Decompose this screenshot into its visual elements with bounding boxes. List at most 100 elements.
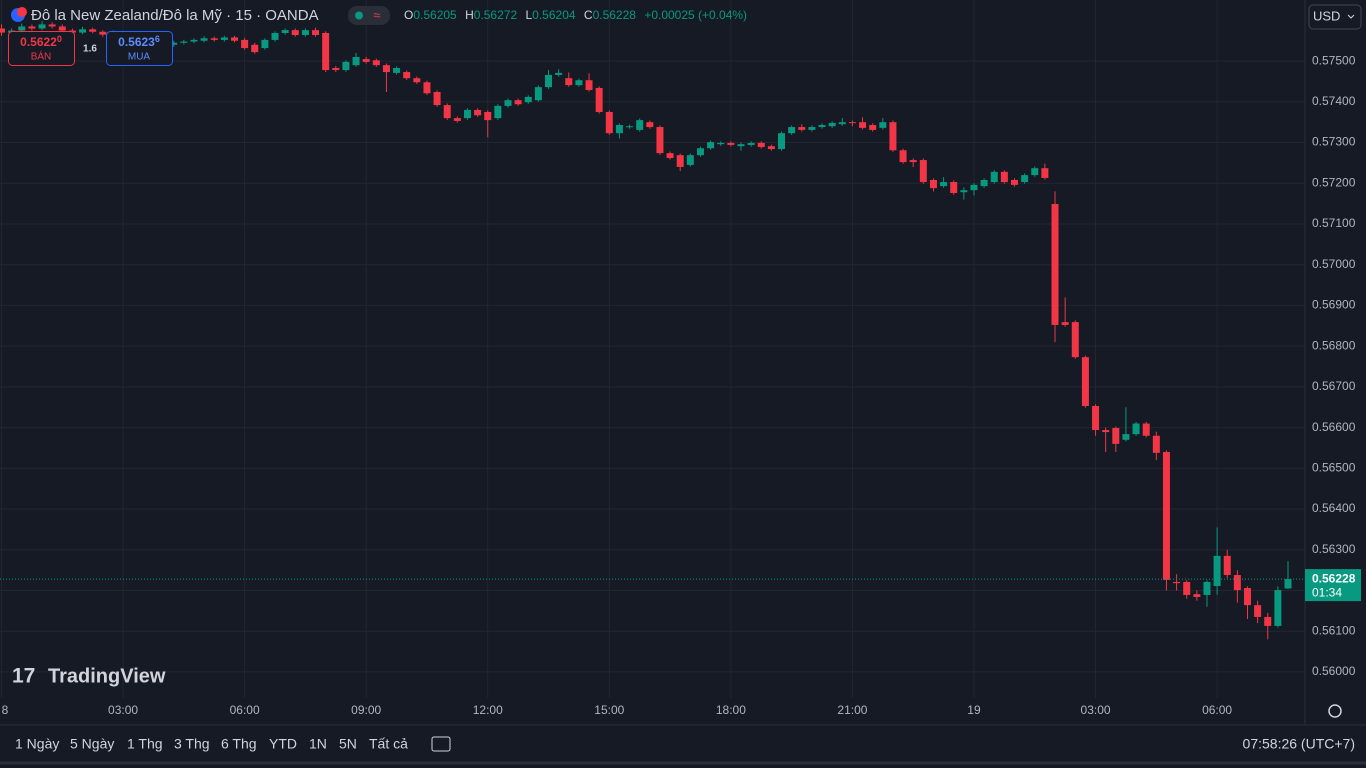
candle-body bbox=[696, 148, 704, 156]
candle-body bbox=[291, 30, 299, 36]
candle-body bbox=[960, 190, 968, 193]
candle-body bbox=[251, 44, 259, 53]
candle-body bbox=[1284, 579, 1292, 589]
sell-label: BÁN bbox=[31, 50, 52, 63]
status-icon: ≈ bbox=[373, 7, 380, 22]
y-tick-label: 0.56600 bbox=[1312, 420, 1356, 434]
candle-body bbox=[403, 72, 411, 79]
candle-body bbox=[230, 37, 238, 41]
x-tick-label: 21:00 bbox=[837, 703, 867, 717]
candle-body bbox=[767, 146, 775, 150]
x-tick-label: 19 bbox=[967, 703, 981, 717]
candle-body bbox=[940, 182, 948, 187]
range-button[interactable]: 1 Thg bbox=[127, 736, 163, 752]
x-tick-label: 15:00 bbox=[594, 703, 624, 717]
x-tick-label: 09:00 bbox=[351, 703, 381, 717]
o-value: 0.56205 bbox=[413, 8, 457, 22]
range-button[interactable]: 5 Ngày bbox=[70, 736, 114, 752]
candle-body bbox=[332, 68, 340, 71]
market-open-dot bbox=[355, 11, 363, 20]
clock: 07:58:26 (UTC+7) bbox=[1243, 736, 1355, 752]
candle-body bbox=[18, 26, 26, 31]
watermark: TradingView bbox=[48, 665, 166, 687]
buy-price-main: 0.5623 bbox=[118, 35, 155, 49]
candle-body bbox=[281, 30, 289, 33]
y-tick-label: 0.57500 bbox=[1312, 53, 1356, 67]
y-tick-label: 0.56100 bbox=[1312, 623, 1356, 637]
candle-body bbox=[534, 87, 542, 101]
range-button[interactable]: 1N bbox=[309, 736, 327, 752]
candle-body bbox=[514, 100, 522, 105]
candle-body bbox=[1041, 168, 1049, 178]
candle-body bbox=[443, 105, 451, 119]
y-tick-label: 0.57200 bbox=[1312, 175, 1356, 189]
buy-price: 0.56236 bbox=[118, 34, 160, 49]
candle-body bbox=[626, 126, 634, 128]
candle-body bbox=[99, 31, 107, 35]
candle-body bbox=[1071, 322, 1079, 358]
candle-body bbox=[1081, 357, 1089, 407]
date-range-icon[interactable] bbox=[431, 736, 451, 752]
candle-body bbox=[494, 105, 502, 119]
candle-body bbox=[656, 127, 664, 154]
candle-body bbox=[423, 82, 431, 94]
candle-body bbox=[950, 182, 958, 194]
range-button[interactable]: 3 Thg bbox=[174, 736, 210, 752]
flag-icon bbox=[17, 7, 27, 17]
candle-body bbox=[1243, 588, 1251, 606]
candle-body bbox=[909, 160, 917, 163]
grid bbox=[0, 0, 1305, 698]
sell-price-main: 0.5622 bbox=[20, 35, 57, 49]
c-label: C bbox=[584, 8, 593, 22]
c-value: 0.56228 bbox=[593, 8, 637, 22]
y-tick-label: 0.56400 bbox=[1312, 501, 1356, 515]
footer: 1 Ngày 5 Ngày 1 Thg 3 Thg 6 Thg YTD 1N 5N Tất cả bbox=[15, 736, 408, 752]
last-price-label: 0.56228 bbox=[1312, 571, 1356, 585]
range-button[interactable]: 1 Ngày bbox=[15, 736, 59, 752]
y-tick-label: 0.56000 bbox=[1312, 664, 1356, 678]
x-tick-label: 12:00 bbox=[473, 703, 503, 717]
candle-body bbox=[1264, 616, 1272, 626]
range-button[interactable]: 6 Thg bbox=[221, 736, 257, 752]
candle-body bbox=[717, 142, 725, 145]
x-tick-label: 03:00 bbox=[1081, 703, 1111, 717]
candle-body bbox=[1021, 175, 1029, 183]
y-tick-label: 0.57400 bbox=[1312, 94, 1356, 108]
candle-body bbox=[200, 38, 208, 41]
candle-body bbox=[342, 61, 350, 71]
candle-body bbox=[393, 68, 401, 73]
candle-body bbox=[727, 142, 735, 145]
candle-body bbox=[1000, 171, 1008, 183]
candle-body bbox=[28, 26, 36, 29]
range-button[interactable]: 5N bbox=[339, 736, 357, 752]
candle-body bbox=[1132, 423, 1140, 435]
last-price-box bbox=[1305, 569, 1361, 602]
candle-body bbox=[1102, 430, 1110, 433]
candle-body bbox=[1193, 594, 1201, 598]
candle-body bbox=[1213, 555, 1221, 587]
candle-body bbox=[555, 72, 563, 75]
currency-button[interactable] bbox=[1308, 4, 1362, 30]
candle-body bbox=[747, 142, 755, 145]
status-pill[interactable] bbox=[348, 6, 390, 25]
candle-body bbox=[585, 80, 593, 90]
candle-body bbox=[1031, 168, 1039, 176]
range-button[interactable]: YTD bbox=[269, 736, 297, 752]
candle-body bbox=[453, 118, 461, 121]
candle-body bbox=[241, 39, 249, 49]
candle-body bbox=[1254, 605, 1262, 617]
candle-body bbox=[1152, 435, 1160, 453]
sell-button[interactable] bbox=[8, 31, 75, 66]
buy-button[interactable] bbox=[106, 31, 173, 66]
settings-icon[interactable] bbox=[1328, 704, 1342, 718]
candle-body bbox=[0, 28, 5, 33]
candle-body bbox=[595, 87, 603, 112]
candle-body bbox=[848, 122, 856, 124]
candle-body bbox=[575, 80, 583, 86]
o-label: O bbox=[404, 8, 413, 22]
currency: USD bbox=[1313, 8, 1340, 23]
candle-body bbox=[1233, 575, 1241, 591]
y-tick-label: 0.56800 bbox=[1312, 338, 1356, 352]
range-button[interactable]: Tất cả bbox=[369, 736, 408, 752]
